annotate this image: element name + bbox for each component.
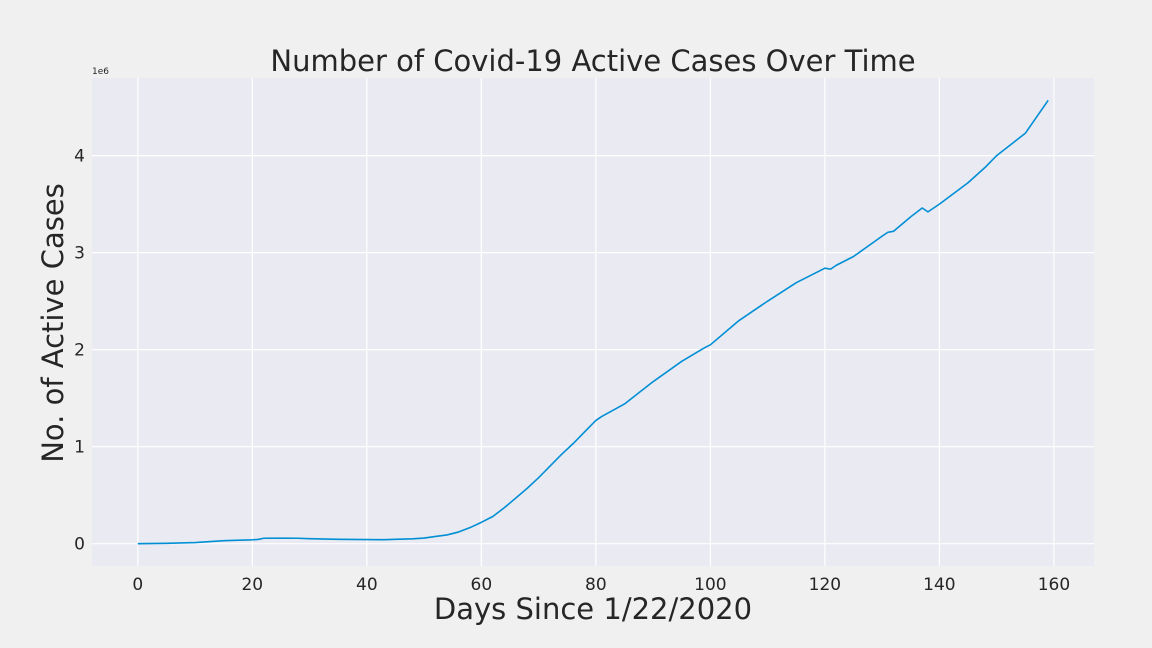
y-tick-label: 1 [74, 438, 85, 458]
chart-title: Number of Covid-19 Active Cases Over Tim… [270, 44, 915, 78]
plot-area [92, 78, 1094, 566]
x-tick-label: 20 [241, 575, 263, 595]
x-axis-label: Days Since 1/22/2020 [434, 592, 752, 626]
x-tick-label: 0 [132, 575, 143, 595]
x-gridlines [137, 78, 1055, 566]
x-tick-label: 160 [1038, 575, 1070, 595]
x-tick-label: 40 [356, 575, 378, 595]
x-tick-label: 120 [809, 575, 841, 595]
x-tick-label: 60 [471, 575, 493, 595]
x-tick-label: 100 [694, 575, 726, 595]
y-axis-offset-label: 1e6 [92, 67, 109, 77]
y-tick-labels: 0 1 2 3 4 [74, 147, 85, 555]
x-tick-labels: 0 20 40 60 80 100 120 140 160 [132, 575, 1070, 595]
y-axis-label: No. of Active Cases [36, 183, 70, 463]
x-tick-label: 80 [585, 575, 607, 595]
y-tick-label: 4 [74, 147, 85, 167]
x-tick-label: 140 [923, 575, 955, 595]
y-tick-label: 2 [74, 341, 85, 361]
y-gridlines [92, 155, 1094, 545]
y-tick-label: 3 [74, 244, 85, 264]
y-tick-label: 0 [74, 535, 85, 555]
active-cases-series-line [137, 99, 1049, 545]
